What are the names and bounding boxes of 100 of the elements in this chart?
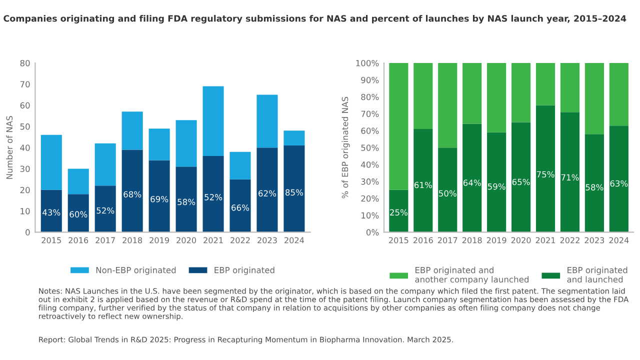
data-label: 50% — [439, 190, 456, 197]
chart-title: Companies originating and filing FDA regulatory submissions for NAS and percent of launches by NAS launch year, 2015–2024 — [4, 14, 626, 24]
annotation: 85% — [286, 189, 304, 196]
bar — [438, 63, 458, 148]
bar — [511, 63, 531, 122]
bar — [122, 150, 143, 232]
annotation: 52% — [96, 207, 114, 214]
bar — [414, 63, 433, 129]
legend-label: EBP originated and launched — [567, 266, 628, 283]
x-tick-label: 2021 — [204, 237, 223, 244]
bar — [389, 63, 408, 190]
bar — [122, 112, 143, 150]
y-tick-label: 80% — [361, 94, 379, 100]
bar — [94, 186, 116, 232]
bar — [176, 166, 197, 232]
bar — [256, 94, 278, 148]
y-tick-label: 10 — [20, 208, 30, 214]
x-tick-label: 2019 — [486, 237, 506, 244]
y-tick-label: 60 — [20, 102, 30, 109]
annotation: 60% — [70, 211, 88, 218]
data-label: 61% — [414, 182, 432, 188]
bar — [609, 63, 628, 126]
bar — [487, 132, 506, 232]
annotation: 43% — [42, 209, 60, 216]
y-tick-label: 20 — [20, 186, 30, 194]
x-tick-label: 2018 — [462, 237, 482, 244]
bar — [462, 124, 482, 232]
x-tick-label: 2015 — [389, 237, 408, 244]
bar — [148, 128, 170, 160]
y-axis-title: Number of NAS — [6, 116, 13, 179]
bar — [284, 145, 305, 232]
bar — [511, 122, 531, 232]
y-tick-label: 0 — [26, 229, 30, 236]
y-tick-label: 40% — [361, 162, 379, 168]
annotation: 68% — [124, 191, 142, 198]
y-tick-label: 90% — [361, 76, 379, 84]
bar — [68, 168, 89, 194]
bar — [560, 112, 580, 232]
y-tick-label: 0% — [366, 229, 379, 236]
bar — [148, 160, 170, 232]
bar — [487, 63, 506, 132]
bar — [256, 148, 278, 232]
y-tick-label: 20% — [361, 195, 379, 202]
x-tick-label: 2018 — [122, 237, 142, 244]
y-tick-label: 70 — [20, 81, 30, 88]
legend-label: EBP originated and another company launched — [415, 266, 528, 284]
x-tick-label: 2016 — [413, 237, 433, 244]
bar — [40, 134, 62, 190]
y-tick-label: 50% — [361, 144, 379, 151]
data-label: 64% — [463, 180, 481, 186]
bar — [438, 148, 458, 232]
y-tick-label: 10% — [362, 212, 379, 219]
y-tick-label: 40 — [20, 144, 30, 151]
x-tick-label: 2017 — [96, 237, 115, 244]
bar — [536, 105, 556, 232]
annotation: 66% — [232, 204, 250, 211]
bar — [536, 63, 556, 106]
annotation: 62% — [258, 190, 276, 197]
annotation: 69% — [150, 196, 168, 202]
legend-label: Non-EBP originated — [96, 266, 176, 275]
x-tick-label: 2019 — [150, 237, 169, 244]
data-label: 63% — [610, 180, 628, 187]
y-axis-title: % of EBP originated NAS — [342, 96, 350, 198]
bar — [230, 179, 251, 232]
y-tick-label: 80 — [20, 60, 30, 66]
bar — [68, 194, 89, 232]
bar — [584, 134, 604, 232]
x-tick-label: 2020 — [511, 237, 531, 244]
bar — [560, 63, 580, 112]
data-label: 71% — [561, 174, 579, 181]
bar — [94, 143, 116, 186]
bar — [609, 126, 628, 232]
annotation: 58% — [178, 198, 196, 206]
annotation: 52% — [204, 194, 222, 200]
bar — [462, 63, 482, 124]
bar — [284, 130, 305, 146]
x-tick-label: 2015 — [42, 237, 61, 244]
bar — [414, 128, 433, 232]
bar — [176, 120, 197, 167]
y-tick-label: 30 — [20, 166, 30, 172]
bar — [389, 190, 408, 232]
bar — [202, 156, 224, 232]
x-tick-label: 2021 — [536, 237, 556, 244]
legend-label: EBP originated — [214, 266, 274, 275]
y-tick-label: 70% — [361, 110, 379, 118]
x-tick-label: 2023 — [584, 237, 604, 244]
y-tick-label: 30% — [361, 178, 379, 185]
data-label: 65% — [512, 178, 530, 186]
y-tick-label: 100% — [356, 60, 379, 66]
bar — [230, 152, 251, 180]
x-tick-label: 2016 — [68, 237, 88, 244]
x-tick-label: 2023 — [258, 237, 277, 244]
x-tick-label: 2024 — [609, 237, 629, 244]
x-tick-label: 2017 — [438, 237, 458, 244]
data-label: 58% — [586, 184, 604, 190]
data-label: 59% — [488, 183, 506, 190]
x-tick-label: 2022 — [230, 237, 250, 244]
x-tick-label: 2024 — [284, 237, 304, 244]
x-tick-label: 2020 — [176, 237, 196, 244]
data-label: 25% — [390, 209, 408, 216]
